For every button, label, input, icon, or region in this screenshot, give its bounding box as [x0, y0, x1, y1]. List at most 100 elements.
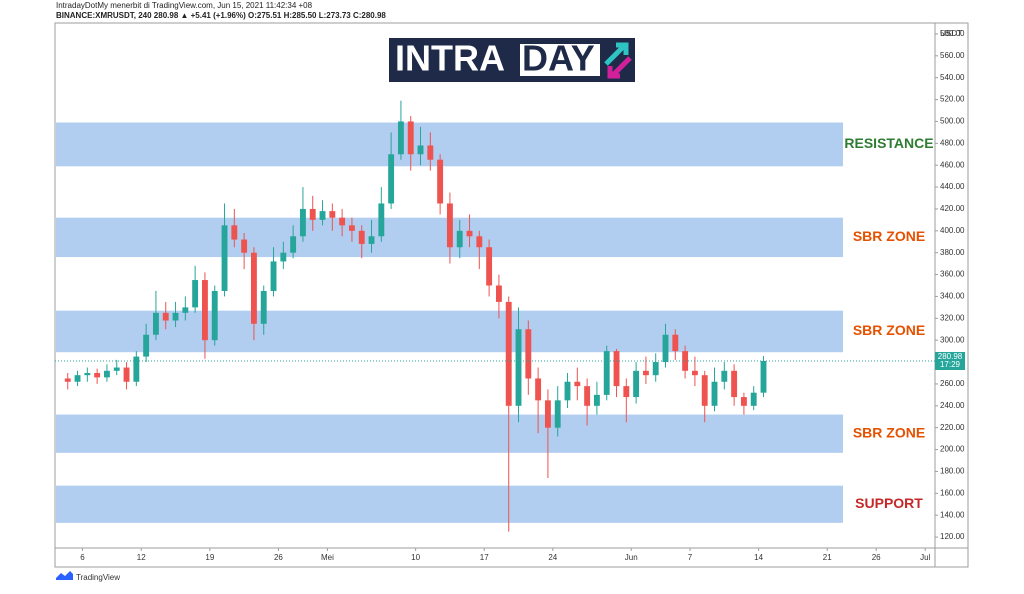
y-tick-label: 460.00 — [940, 160, 965, 169]
candle-body — [740, 397, 747, 406]
candle-body — [250, 252, 257, 324]
candle-body — [544, 400, 551, 428]
candle-body — [388, 154, 395, 204]
zone — [56, 122, 843, 167]
x-tick-label: 7 — [688, 553, 693, 562]
candle-body — [486, 247, 493, 286]
candle-body — [456, 230, 463, 248]
candle-body — [329, 211, 336, 218]
y-tick-label: 520.00 — [940, 95, 965, 104]
y-tick-label: 240.00 — [940, 401, 965, 410]
y-tick-label: 440.00 — [940, 182, 965, 191]
candle-body — [64, 378, 71, 382]
logo: INTRA DAY — [389, 38, 635, 82]
candle-body — [466, 230, 473, 237]
last-price-box — [935, 351, 965, 370]
candle-body — [505, 301, 512, 406]
candle-body — [241, 239, 248, 253]
tv-logo — [56, 571, 73, 580]
y-tick-label: 500.00 — [940, 117, 965, 126]
candle-body — [280, 252, 287, 262]
candle-body — [143, 334, 150, 357]
y-tick-label: 300.00 — [940, 335, 965, 344]
last-price-label: 280.98 — [938, 352, 963, 361]
candle-body — [221, 225, 228, 291]
candle-body — [201, 280, 208, 341]
footer: TradingView — [76, 573, 120, 582]
candle-body — [750, 392, 757, 406]
candle-body — [593, 394, 600, 406]
candle-body — [211, 290, 218, 341]
candle-body — [564, 381, 571, 401]
logo-arrow — [607, 56, 632, 79]
y-tick-label: 160.00 — [940, 488, 965, 497]
candle-body — [642, 370, 649, 376]
candle-body — [731, 370, 738, 398]
x-tick-label: 26 — [274, 553, 283, 562]
y-tick-label: 360.00 — [940, 270, 965, 279]
x-tick-label: 12 — [137, 553, 146, 562]
y-tick-label: 320.00 — [940, 313, 965, 322]
candle-body — [123, 367, 130, 382]
y-tick-label: 120.00 — [940, 532, 965, 541]
candle-body — [94, 373, 101, 378]
candle-body — [427, 145, 434, 160]
axis-unit: USDT — [940, 29, 962, 38]
candle-body — [623, 386, 630, 398]
candle-body — [309, 208, 316, 220]
candle-body — [584, 386, 591, 406]
candle-body — [760, 360, 767, 393]
x-tick-label: 21 — [823, 553, 832, 562]
candle-body — [358, 230, 365, 244]
candle-body — [691, 370, 698, 376]
logo-arrow — [604, 42, 629, 66]
candle-body — [368, 236, 375, 244]
candle-body — [260, 290, 267, 324]
candle-body — [339, 217, 346, 226]
candle-body — [84, 373, 91, 376]
zone — [56, 310, 843, 353]
y-tick-label: 420.00 — [940, 204, 965, 213]
y-tick-label: 380.00 — [940, 248, 965, 257]
zone — [56, 485, 843, 523]
candle-body — [319, 211, 326, 220]
zone-label: SBR ZONE — [853, 424, 925, 440]
x-tick-label: 17 — [480, 553, 489, 562]
x-tick-label: Jul — [920, 553, 930, 562]
candle-body — [662, 334, 669, 363]
candle-body — [574, 381, 581, 387]
candle-body — [652, 362, 659, 376]
y-tick-label: 560.00 — [940, 51, 965, 60]
y-tick-label: 540.00 — [940, 73, 965, 82]
candle-body — [603, 351, 610, 395]
logo-text: INTRA — [395, 38, 505, 79]
candle-body — [397, 121, 404, 155]
x-tick-label: 19 — [205, 553, 214, 562]
x-tick-label: 24 — [548, 553, 557, 562]
x-tick-label: 6 — [80, 553, 85, 562]
candle-body — [113, 367, 120, 371]
candle-body — [270, 261, 277, 291]
logo-text: DAY — [522, 38, 595, 79]
y-tick-label: 260.00 — [940, 379, 965, 388]
candle-body — [721, 370, 728, 382]
header-line1: IntradayDotMy menerbit di TradingView.co… — [56, 1, 313, 10]
candle-body — [103, 370, 110, 378]
candle-body — [162, 312, 169, 321]
zone-label: SBR ZONE — [853, 322, 925, 338]
candle-body — [633, 370, 640, 398]
candle-body — [407, 121, 414, 155]
candle-body — [290, 236, 297, 253]
x-tick-label: Jun — [625, 553, 638, 562]
logo-box — [520, 44, 600, 76]
y-tick-label: 140.00 — [940, 510, 965, 519]
zone-label: SUPPORT — [855, 495, 923, 511]
candle-body — [446, 203, 453, 248]
candle-body — [535, 378, 542, 401]
y-tick-label: 400.00 — [940, 226, 965, 235]
candle-body — [672, 334, 679, 352]
candle-body — [417, 145, 424, 155]
countdown: 17:29 — [940, 360, 961, 369]
candle-body — [554, 400, 561, 428]
